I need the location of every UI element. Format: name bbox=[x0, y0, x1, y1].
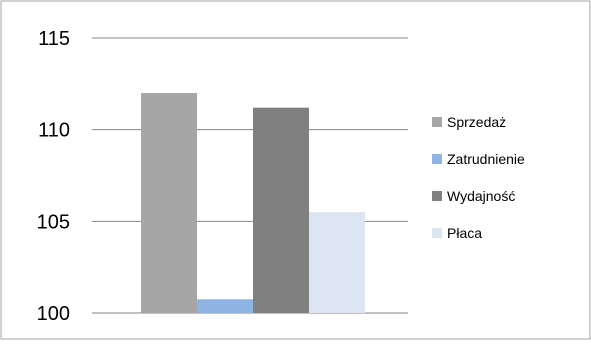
bar-sprzedaż bbox=[141, 93, 197, 313]
y-tick-label: 115 bbox=[38, 28, 70, 50]
legend-swatch bbox=[432, 117, 442, 127]
legend-label: Sprzedaż bbox=[447, 114, 506, 130]
y-tick-label: 100 bbox=[37, 303, 70, 325]
bar-wydajność bbox=[253, 107, 309, 314]
y-tick-label: 105 bbox=[37, 211, 70, 233]
legend-swatch bbox=[432, 228, 442, 238]
bars bbox=[141, 93, 365, 314]
y-axis: 100 105 110 115 bbox=[37, 28, 70, 325]
legend-label: Zatrudnienie bbox=[447, 151, 525, 167]
bar-płaca bbox=[309, 212, 365, 313]
legend-label: Płaca bbox=[447, 225, 482, 241]
y-tick-label: 110 bbox=[38, 120, 70, 142]
legend-swatch bbox=[432, 154, 442, 164]
bar-zatrudnienie bbox=[197, 299, 253, 313]
legend-swatch bbox=[432, 191, 442, 201]
legend: Sprzedaż Zatrudnienie Wydajność Płaca bbox=[432, 114, 525, 241]
legend-label: Wydajność bbox=[447, 188, 515, 204]
